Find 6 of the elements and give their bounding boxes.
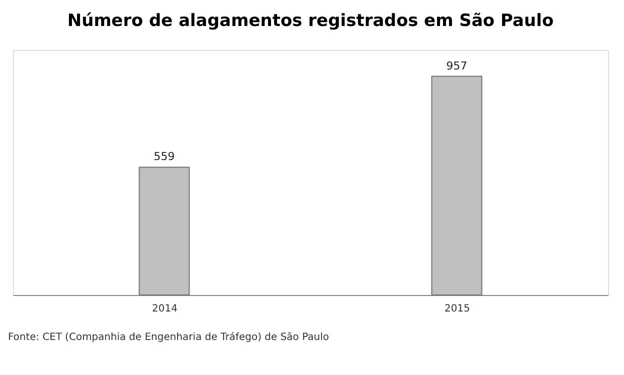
- source-note: Fonte: CET (Companhia de Engenharia de Tráfego) de São Paulo: [8, 332, 330, 343]
- data-label: 957: [446, 59, 468, 72]
- x-tick-label: 2015: [444, 304, 470, 314]
- data-label: 559: [154, 150, 175, 164]
- chart-title: Número de alagamentos registrados em São Paulo: [67, 11, 554, 31]
- x-tick-label: 2014: [152, 304, 178, 314]
